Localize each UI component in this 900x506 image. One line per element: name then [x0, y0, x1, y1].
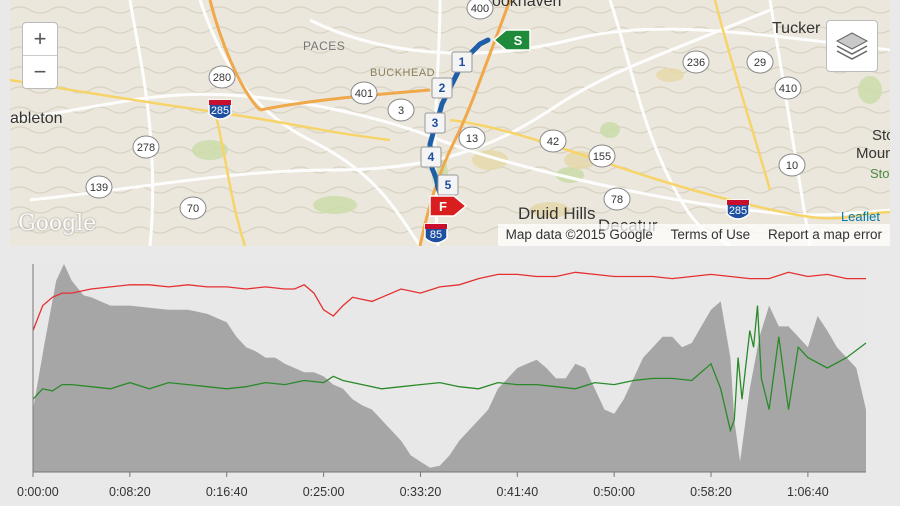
highway-shield: 78 [603, 187, 631, 211]
highway-shield: 29 [746, 50, 774, 74]
start-marker[interactable]: S [492, 29, 531, 51]
green-series-line [32, 305, 867, 433]
map-tiles: PACESBUCKHEADTuckerabletonStorMounStorDr… [10, 0, 890, 246]
highway-shield: 401 [350, 81, 378, 105]
zoom-in-button[interactable]: + [33, 26, 47, 51]
split-marker[interactable]: 2 [431, 77, 453, 99]
shield-label: 13 [466, 133, 478, 145]
shield-label: 400 [471, 3, 489, 15]
start-marker-label: S [514, 33, 523, 48]
shield-label: 155 [593, 151, 611, 163]
shield-label: 285 [729, 205, 747, 217]
x-tick-label: 0:50:00 [593, 485, 635, 499]
layers-button[interactable] [826, 20, 878, 72]
split-marker-label: 4 [428, 150, 435, 164]
place-label: Moun [856, 145, 890, 162]
shield-label: 3 [398, 105, 404, 117]
place-label: Stor [870, 166, 890, 181]
route-markers[interactable]: 12 3 45 S F [420, 29, 531, 217]
highway-shield: 285 [726, 199, 750, 220]
highway-shield: 278 [132, 135, 160, 159]
elevation-area [33, 264, 866, 472]
highway-shield: 42 [539, 129, 567, 153]
shield-label: 401 [355, 88, 373, 100]
map-data-text: Map data ©2015 Google [505, 227, 653, 242]
split-marker-label: 1 [459, 55, 466, 69]
place-label: Tucker [772, 20, 821, 37]
x-tick-label: 0:33:20 [400, 485, 442, 499]
place-label: PACES [303, 39, 345, 53]
shield-label: 285 [211, 105, 229, 117]
highway-shield: 400 [466, 0, 494, 20]
split-marker[interactable]: 5 [437, 174, 459, 196]
x-tick-label: 0:58:20 [690, 485, 732, 499]
zoom-out-button[interactable]: − [23, 55, 57, 88]
terms-of-use-link[interactable]: Terms of Use [670, 227, 751, 242]
shield-label: 85 [430, 229, 442, 241]
leaflet-link[interactable]: Leaflet [840, 209, 880, 224]
highway-shield: 280 [208, 65, 236, 89]
shield-label: 78 [611, 194, 623, 206]
finish-marker[interactable]: F [429, 195, 468, 217]
split-marker-label: 3 [432, 116, 439, 130]
highway-shield: 10 [778, 153, 806, 177]
shield-label: 29 [754, 57, 766, 69]
x-tick-label: 1:06:40 [787, 485, 829, 499]
finish-marker-label: F [439, 199, 447, 214]
attribution-bar: Map data ©2015 Google Terms of Use Repor… [497, 224, 890, 246]
chart-series [32, 264, 867, 472]
x-tick-label: 0:25:00 [303, 485, 345, 499]
highway-shield: 85 [424, 223, 448, 244]
highway-shield: 410 [774, 76, 802, 100]
shield-label: 410 [779, 83, 797, 95]
shield-label: 42 [547, 136, 559, 148]
shield-label: 280 [213, 72, 231, 84]
place-label: ableton [10, 110, 63, 127]
shield-label: 70 [187, 203, 199, 215]
highway-shield: 139 [85, 175, 113, 199]
x-tick-label: 0:41:40 [496, 485, 538, 499]
shield-label: 278 [137, 142, 155, 154]
google-logo: Google [18, 211, 97, 236]
zoom-control: + − [22, 22, 58, 89]
split-marker-label: 2 [439, 81, 446, 95]
shield-label: 236 [687, 57, 705, 69]
place-label: Brookhaven [476, 0, 561, 10]
highway-shield: 285 [208, 99, 232, 120]
place-label: Druid Hills [518, 204, 595, 223]
route-map[interactable]: PACESBUCKHEADTuckerabletonStorMounStorDr… [10, 0, 890, 246]
split-marker[interactable]: 4 [420, 146, 442, 168]
x-tick-label: 0:08:20 [109, 485, 151, 499]
split-marker[interactable]: 3 [424, 112, 446, 134]
highway-shield: 155 [588, 144, 616, 168]
layers-icon [835, 32, 869, 60]
shield-label: 10 [786, 160, 798, 172]
highway-shield: 236 [682, 50, 710, 74]
highway-shield: 13 [458, 126, 486, 150]
x-axis-ticks: 0:00:00 0:08:20 0:16:40 0:25:00 0:33:20 0:41:… [17, 472, 829, 499]
report-map-error-link[interactable]: Report a map error [767, 227, 882, 242]
split-marker[interactable]: 1 [451, 51, 473, 73]
red-series-line [32, 271, 866, 331]
place-label: Stor [872, 127, 890, 144]
shield-label: 139 [90, 182, 108, 194]
split-marker-label: 5 [445, 178, 452, 192]
highway-shield: 70 [179, 196, 207, 220]
x-tick-label: 0:16:40 [206, 485, 248, 499]
highway-shield: 3 [387, 98, 415, 122]
place-label: BUCKHEAD [370, 67, 435, 79]
x-tick-label: 0:00:00 [17, 485, 59, 499]
elevation-chart[interactable]: 0:00:00 0:08:20 0:16:40 0:25:00 0:33:20 0:41:… [0, 256, 900, 506]
